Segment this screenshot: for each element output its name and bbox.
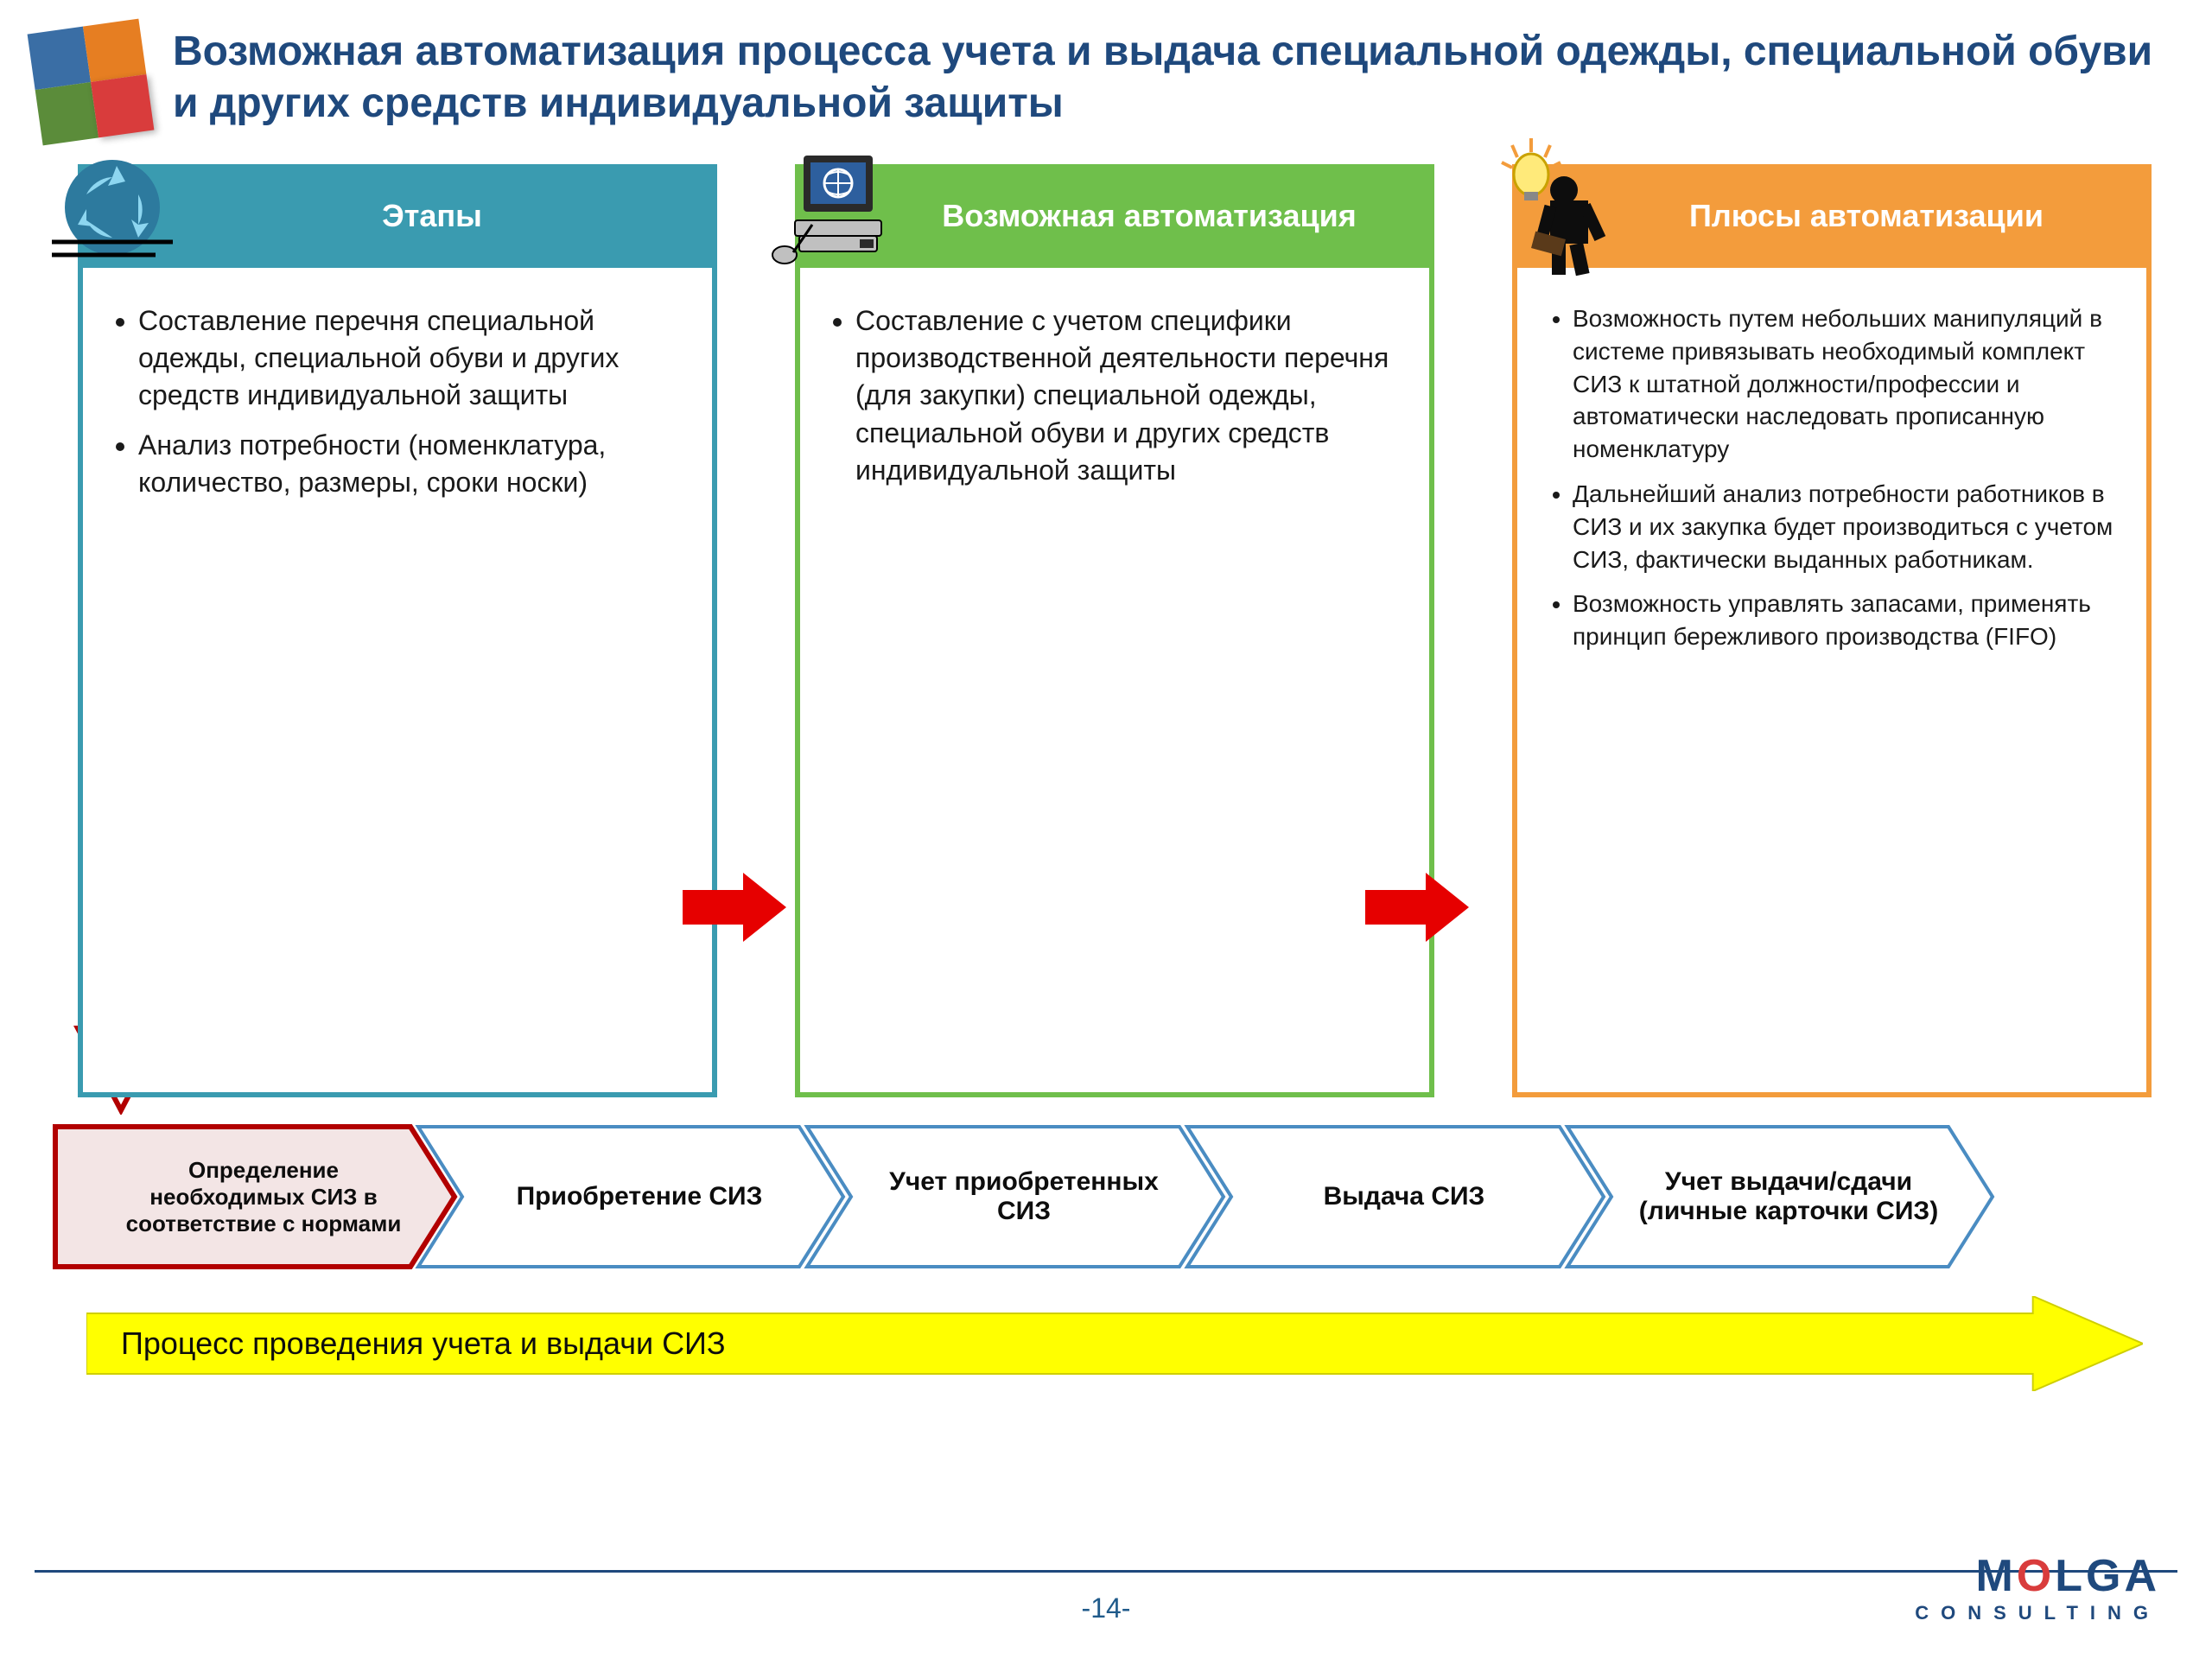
process-arrow: Процесс проведения учета и выдачи СИЗ bbox=[86, 1296, 2143, 1391]
brand-o: O bbox=[2017, 1551, 2055, 1601]
flow-arrow-icon bbox=[683, 873, 786, 942]
recycle-icon bbox=[52, 138, 173, 276]
brand-rest: LGA bbox=[2055, 1551, 2160, 1601]
column-header-label: Этапы bbox=[382, 198, 482, 234]
logo-icon bbox=[28, 19, 155, 146]
brand-m: M bbox=[1975, 1551, 2016, 1601]
chevron-label: Приобретение СИЗ bbox=[517, 1182, 763, 1211]
footer-divider bbox=[35, 1570, 2177, 1573]
column-header: Этапы bbox=[78, 164, 717, 268]
computer-icon bbox=[769, 138, 890, 276]
process-step-chevron: Определение необходимых СИЗ в соответств… bbox=[52, 1123, 458, 1270]
column-item: Составление с учетом специфики производс… bbox=[855, 302, 1403, 489]
process-step-chevron: Выдача СИЗ bbox=[1184, 1123, 1607, 1270]
process-chevrons: Определение необходимых СИЗ в соответств… bbox=[52, 1123, 2143, 1279]
column-1: Возможная автоматизация Составление с уче… bbox=[795, 164, 1434, 1097]
column-item: Возможность управлять запасами, применят… bbox=[1573, 588, 2120, 653]
footer-brand: MOLGA CONSULTING bbox=[1915, 1550, 2160, 1624]
header: Возможная автоматизация процесса учета и… bbox=[35, 26, 2177, 138]
column-0: Этапы Составление перечня специальной оде… bbox=[78, 164, 717, 1097]
column-header-label: Возможная автоматизация bbox=[942, 198, 1356, 234]
chevron-label: Выдача СИЗ bbox=[1324, 1182, 1485, 1211]
process-arrow-label: Процесс проведения учета и выдачи СИЗ bbox=[121, 1325, 726, 1362]
column-header-label: Плюсы автоматизации bbox=[1689, 198, 2044, 234]
chevron-label: Учет выдачи/сдачи (личные карточки СИЗ) bbox=[1633, 1167, 1944, 1226]
column-item: Анализ потребности (номенклатура, количе… bbox=[138, 427, 686, 501]
columns-container: Этапы Составление перечня специальной оде… bbox=[78, 164, 2152, 1097]
column-2: Плюсы автоматизации Возможность путем неб… bbox=[1512, 164, 2152, 1097]
idea-icon bbox=[1486, 138, 1607, 276]
column-header: Плюсы автоматизации bbox=[1512, 164, 2152, 268]
column-item: Составление перечня специальной одежды, … bbox=[138, 302, 686, 415]
column-item: Возможность путем небольших манипуляций … bbox=[1573, 302, 2120, 466]
column-body: Составление с учетом специфики производс… bbox=[795, 268, 1434, 1097]
chevron-label: Учет приобретенных СИЗ bbox=[873, 1167, 1175, 1226]
column-body: Составление перечня специальной одежды, … bbox=[78, 268, 717, 1097]
flow-arrow-icon bbox=[1365, 873, 1469, 942]
process-step-chevron: Приобретение СИЗ bbox=[415, 1123, 847, 1270]
column-header: Возможная автоматизация bbox=[795, 164, 1434, 268]
brand-sub: CONSULTING bbox=[1915, 1602, 2160, 1624]
column-item: Дальнейший анализ потребности работников… bbox=[1573, 478, 2120, 575]
process-step-chevron: Учет выдачи/сдачи (личные карточки СИЗ) bbox=[1564, 1123, 1996, 1270]
column-body: Возможность путем небольших манипуляций … bbox=[1512, 268, 2152, 1097]
process-step-chevron: Учет приобретенных СИЗ bbox=[804, 1123, 1227, 1270]
chevron-label: Определение необходимых СИЗ в соответств… bbox=[121, 1157, 406, 1237]
page-title: Возможная автоматизация процесса учета и… bbox=[173, 26, 2177, 130]
page-number: -14- bbox=[1082, 1592, 1131, 1624]
